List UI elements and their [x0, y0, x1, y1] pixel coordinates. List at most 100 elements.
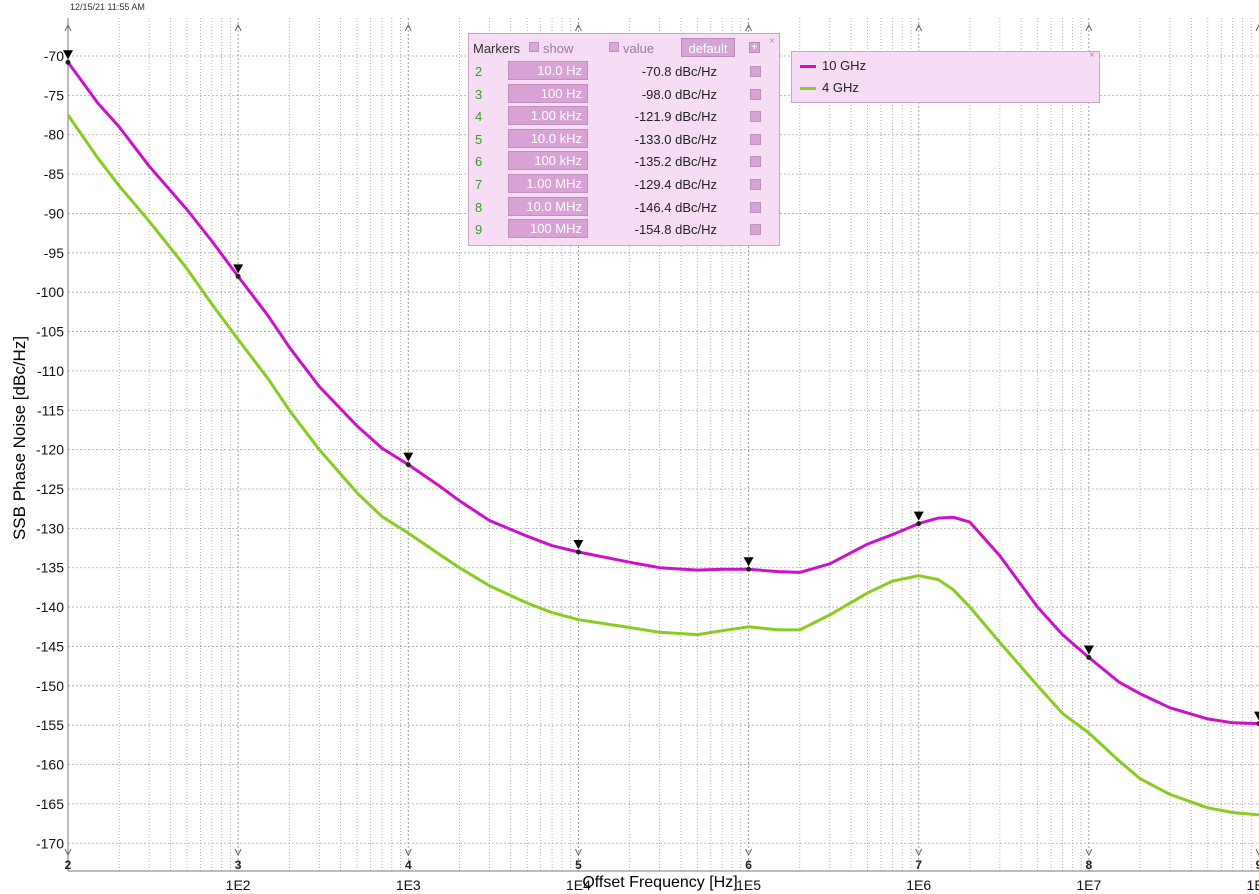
value-checkbox[interactable] — [609, 42, 619, 52]
y-tick-label: -110 — [37, 363, 64, 379]
marker-axis-arrow-top — [574, 23, 582, 32]
y-tick-label: -145 — [36, 638, 64, 654]
x-tick-label: 1E4 — [566, 877, 591, 893]
marker-row[interactable]: 7 1.00 MHz -129.4 dBc/Hz — [469, 173, 779, 195]
marker-frequency-field[interactable]: 100 kHz — [508, 151, 588, 171]
marker-remove-button[interactable] — [750, 201, 761, 213]
trace-marker-triangle — [573, 539, 584, 549]
marker-remove-button[interactable] — [750, 224, 761, 236]
marker-remove-button[interactable] — [750, 133, 761, 145]
y-tick-label: -120 — [36, 442, 64, 458]
marker-axis-label: 7 — [915, 858, 922, 872]
marker-remove-button[interactable] — [750, 156, 761, 168]
y-tick-label: -165 — [36, 796, 64, 812]
marker-value: -70.8 dBc/Hz — [641, 64, 717, 79]
trace-marker-triangle — [403, 452, 414, 462]
marker-frequency-field[interactable]: 100 MHz — [508, 219, 588, 239]
marker-remove-button[interactable] — [750, 111, 761, 123]
marker-number: 4 — [475, 109, 483, 125]
marker-row[interactable]: 3 100 Hz -98.0 dBc/Hz — [469, 83, 779, 105]
markers-title: Markers — [473, 41, 520, 56]
marker-row[interactable]: 6 100 kHz -135.2 dBc/Hz — [469, 150, 779, 172]
marker-axis-arrow-top — [745, 23, 753, 32]
markers-panel[interactable]: Markers show value default + × 2 10.0 Hz -… — [468, 33, 780, 246]
marker-axis-arrow-top — [404, 23, 412, 32]
timestamp: 12/15/21 11:55 AM — [70, 2, 145, 12]
x-tick-label: 1E8 — [1247, 877, 1259, 893]
marker-axis-label: 9 — [1256, 858, 1259, 872]
marker-value: -98.0 dBc/Hz — [641, 86, 717, 102]
y-tick-label: -70 — [44, 48, 64, 64]
x-tick-label: 1E5 — [736, 877, 761, 893]
marker-axis-arrow-bottom — [64, 848, 72, 857]
marker-remove-button[interactable] — [750, 179, 761, 190]
marker-number: 3 — [475, 86, 483, 102]
legend[interactable]: 10 GHz 4 GHz × — [791, 50, 1100, 103]
marker-remove-button[interactable] — [750, 66, 761, 77]
x-tick-label: 1E7 — [1076, 877, 1101, 893]
x-tick-label: 1E3 — [396, 877, 421, 893]
marker-remove-button[interactable] — [750, 88, 761, 100]
markers-panel-header: Markers show value default + × — [473, 36, 775, 58]
marker-row[interactable]: 8 10.0 MHz -146.4 dBc/Hz — [469, 196, 779, 218]
legend-label-4ghz: 4 GHz — [822, 80, 859, 95]
trace-marker-dot — [235, 273, 241, 279]
marker-row[interactable]: 2 10.0 Hz -70.8 dBc/Hz — [469, 60, 779, 82]
trace-marker-dot — [405, 462, 411, 468]
legend-close-icon[interactable]: × — [1089, 50, 1095, 61]
marker-value: -133.0 dBc/Hz — [634, 131, 717, 147]
marker-axis-arrow-top — [64, 23, 72, 32]
trace-marker-dot — [746, 566, 752, 572]
y-tick-label: -125 — [36, 481, 64, 497]
trace-marker-dot — [65, 59, 71, 65]
marker-row[interactable]: 9 100 MHz -154.8 dBc/Hz — [469, 218, 779, 240]
y-tick-label: -155 — [36, 717, 64, 733]
marker-axis-arrow-top — [234, 23, 242, 32]
default-button[interactable]: default — [681, 38, 735, 57]
add-marker-button[interactable]: + — [749, 42, 760, 53]
trace-marker-triangle — [743, 557, 754, 567]
value-option-label: value — [623, 41, 655, 56]
legend-label-10ghz: 10 GHz — [822, 58, 867, 73]
marker-frequency-field[interactable]: 1.00 MHz — [508, 174, 588, 193]
marker-number: 2 — [475, 64, 483, 79]
marker-axis-label: 6 — [745, 858, 752, 872]
trace-marker-dot — [575, 549, 581, 555]
marker-number: 5 — [475, 131, 483, 147]
trace-marker-dot — [1086, 654, 1092, 660]
y-tick-label: -85 — [44, 166, 64, 182]
marker-axis-arrow-top — [915, 23, 923, 32]
show-checkbox[interactable] — [529, 42, 539, 52]
trace-marker-triangle — [1254, 711, 1259, 721]
y-tick-label: -135 — [36, 560, 64, 576]
marker-frequency-field[interactable]: 1.00 kHz — [508, 106, 588, 126]
marker-row[interactable]: 4 1.00 kHz -121.9 dBc/Hz — [469, 105, 779, 127]
trace-marker-triangle — [63, 50, 73, 60]
marker-frequency-field[interactable]: 10.0 Hz — [508, 61, 588, 80]
trace-marker-triangle — [233, 264, 244, 274]
y-tick-label: -130 — [36, 520, 64, 536]
marker-frequency-field[interactable]: 10.0 kHz — [508, 128, 588, 148]
y-tick-label: -105 — [36, 324, 64, 340]
y-tick-label: -100 — [36, 284, 64, 300]
marker-row[interactable]: 5 10.0 kHz -133.0 dBc/Hz — [469, 128, 779, 150]
marker-axis-arrow-bottom — [745, 848, 753, 857]
marker-value: -129.4 dBc/Hz — [634, 177, 717, 192]
marker-axis-label: 2 — [65, 858, 72, 872]
marker-axis-label: 5 — [575, 858, 582, 872]
y-tick-label: -80 — [44, 127, 64, 143]
marker-axis-arrow-bottom — [574, 848, 582, 857]
series-lines — [66, 61, 1259, 817]
marker-frequency-field[interactable]: 100 Hz — [508, 83, 588, 103]
marker-axis-label: 3 — [235, 858, 242, 872]
series-4ghz-line — [66, 114, 1259, 817]
trace-marker-dot — [1256, 721, 1259, 727]
marker-frequency-field[interactable]: 10.0 MHz — [508, 196, 588, 216]
marker-value: -121.9 dBc/Hz — [634, 109, 717, 125]
show-option-label: show — [543, 41, 574, 56]
marker-axis-arrow-top — [1255, 23, 1259, 32]
marker-number: 6 — [475, 154, 483, 170]
markers-close-icon[interactable]: × — [769, 36, 775, 47]
x-tick-label: 1E6 — [906, 877, 931, 893]
